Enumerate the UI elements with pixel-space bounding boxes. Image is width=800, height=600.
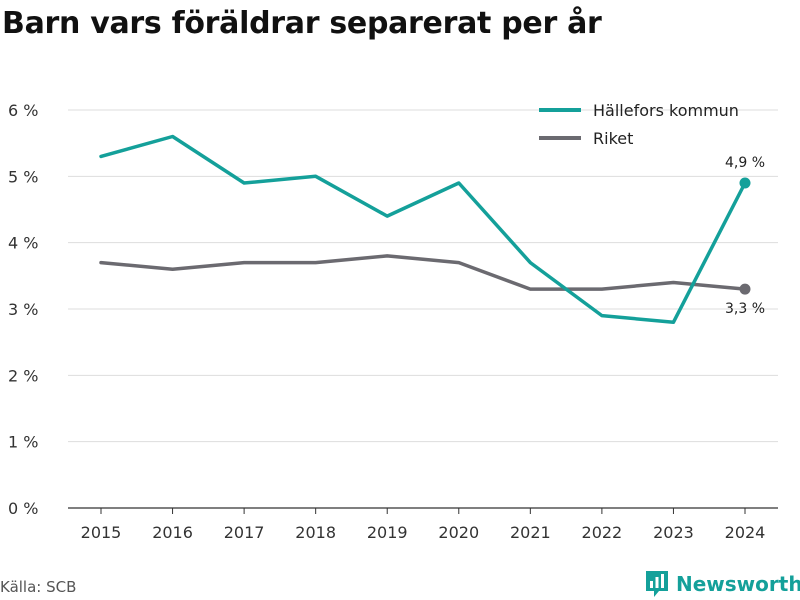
y-tick-label: 0 %	[8, 499, 38, 518]
x-tick-label: 2020	[438, 523, 479, 542]
y-tick-label: 1 %	[8, 433, 38, 452]
x-tick-label: 2019	[367, 523, 408, 542]
y-tick-label: 6 %	[8, 101, 38, 120]
x-tick-label: 2016	[152, 523, 193, 542]
end-value-label: 3,3 %	[725, 301, 765, 317]
x-tick-label: 2015	[81, 523, 122, 542]
series-line-riket	[99, 254, 747, 291]
gridlines	[68, 109, 778, 509]
brand-logo: Newsworthy	[644, 568, 800, 600]
x-tick-label: 2017	[224, 523, 265, 542]
x-axis-ticks: 2015 2016 2017 2018 2019 2020 2021 2022 2023 2024	[81, 508, 766, 542]
y-tick-label: 3 %	[8, 300, 38, 319]
brand-name: Newsworthy	[676, 572, 800, 596]
legend-label: Hällefors kommun	[593, 101, 739, 120]
y-tick-label: 2 %	[8, 366, 38, 385]
x-tick-label: 2022	[582, 523, 623, 542]
x-tick-label: 2021	[510, 523, 551, 542]
end-point-marker	[739, 177, 751, 189]
y-tick-label: 5 %	[8, 167, 38, 186]
x-tick-label: 2018	[295, 523, 336, 542]
chart-title: Barn vars föräldrar separerat per år	[2, 6, 602, 41]
y-axis-ticks: 0 % 1 % 2 % 3 % 4 % 5 % 6 %	[8, 101, 38, 518]
end-value-label: 4,9 %	[725, 155, 765, 171]
legend-label: Riket	[593, 129, 633, 148]
x-tick-label: 2023	[653, 523, 694, 542]
source-note: Källa: SCB	[0, 578, 77, 596]
series-lines: 3,3 % 4,9 %	[99, 134, 765, 325]
legend: Hällefors kommun Riket	[539, 101, 739, 148]
x-tick-label: 2024	[725, 523, 766, 542]
y-tick-label: 4 %	[8, 234, 38, 253]
end-point-marker	[739, 283, 751, 295]
newsworthy-logo-icon	[646, 571, 668, 597]
series-line-hallefors	[99, 134, 747, 325]
